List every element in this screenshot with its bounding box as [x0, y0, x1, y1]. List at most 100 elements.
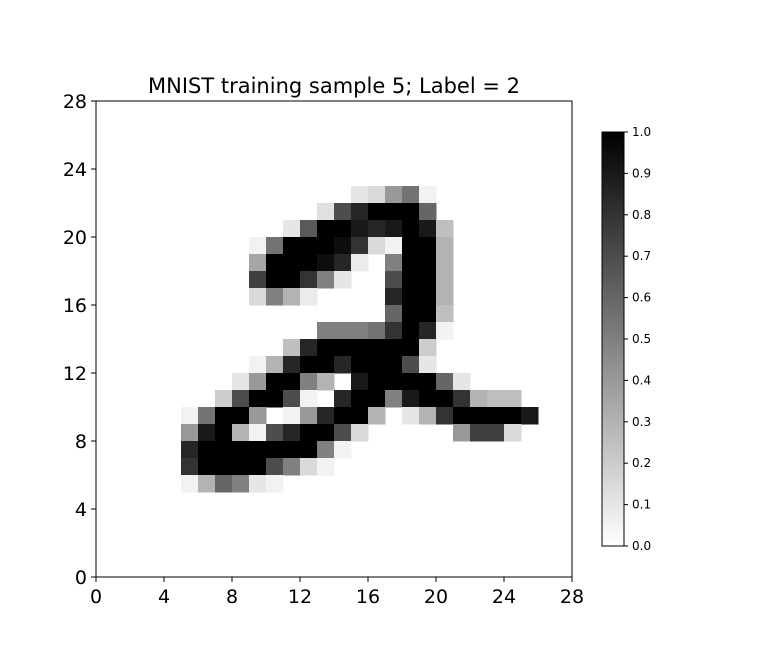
heatmap-cell	[419, 288, 437, 306]
heatmap-cell	[215, 458, 233, 476]
heatmap-cell	[453, 390, 471, 408]
heatmap-cell	[215, 390, 233, 408]
heatmap-cell	[300, 220, 318, 238]
heatmap-cell	[215, 407, 233, 425]
x-tick-label: 16	[356, 586, 380, 608]
heatmap-cell	[334, 237, 352, 255]
heatmap-cell	[368, 356, 386, 374]
heatmap-cell	[198, 424, 216, 442]
heatmap-cell	[317, 271, 335, 289]
heatmap-cell	[487, 390, 505, 408]
heatmap-cell	[317, 424, 335, 442]
heatmap-cell	[283, 373, 301, 391]
x-tick-label: 20	[424, 586, 448, 608]
y-tick-label: 28	[63, 91, 87, 113]
heatmap-cell	[300, 390, 318, 408]
heatmap-cell	[368, 186, 386, 204]
heatmap-cell	[504, 390, 522, 408]
heatmap-cell	[283, 271, 301, 289]
heatmap-cell	[283, 220, 301, 238]
heatmap-cell	[385, 254, 403, 272]
heatmap-cell	[436, 237, 454, 255]
heatmap-cell	[181, 441, 199, 459]
heatmap-cell	[317, 322, 335, 340]
heatmap-cell	[266, 373, 284, 391]
heatmap-cell	[487, 424, 505, 442]
heatmap-cell	[300, 407, 318, 425]
heatmap-cell	[487, 407, 505, 425]
colorbar-tick-label: 0.8	[632, 208, 651, 222]
heatmap-cell	[351, 237, 369, 255]
heatmap-cell	[283, 288, 301, 306]
heatmap-cell	[470, 424, 488, 442]
heatmap-cell	[181, 424, 199, 442]
colorbar	[601, 131, 625, 547]
heatmap-cell	[419, 373, 437, 391]
heatmap-cell	[351, 373, 369, 391]
heatmap-cell	[385, 271, 403, 289]
heatmap-cell	[385, 288, 403, 306]
heatmap-cell	[351, 356, 369, 374]
heatmap-cell	[436, 373, 454, 391]
heatmap-cell	[419, 322, 437, 340]
heatmap-cell	[198, 475, 216, 493]
colorbar-tick-label: 0.7	[632, 249, 651, 263]
heatmap-cell	[334, 356, 352, 374]
heatmap-cell	[181, 475, 199, 493]
x-tick-label: 12	[288, 586, 312, 608]
heatmap-cell	[504, 407, 522, 425]
heatmap-cell	[300, 356, 318, 374]
heatmap-cell	[266, 441, 284, 459]
y-tick-label: 16	[63, 295, 87, 317]
heatmap-cell	[334, 339, 352, 357]
heatmap-cell	[317, 407, 335, 425]
heatmap-cells	[181, 186, 539, 493]
heatmap-cell	[300, 271, 318, 289]
heatmap-cell	[317, 203, 335, 221]
heatmap-cell	[283, 390, 301, 408]
x-tick-label: 4	[158, 586, 170, 608]
heatmap-cell	[385, 220, 403, 238]
heatmap-cell	[215, 441, 233, 459]
heatmap-cell	[351, 390, 369, 408]
heatmap-cell	[419, 356, 437, 374]
heatmap-cell	[470, 407, 488, 425]
heatmap-cell	[317, 237, 335, 255]
heatmap-cell	[436, 254, 454, 272]
heatmap-cell	[232, 441, 250, 459]
heatmap-cell	[317, 356, 335, 374]
colorbar-tick-label: 0.9	[632, 166, 651, 180]
heatmap-cell	[317, 373, 335, 391]
heatmap-cell	[402, 356, 420, 374]
heatmap-cell	[419, 390, 437, 408]
x-tick-label: 24	[492, 586, 516, 608]
x-tick-label: 0	[90, 586, 102, 608]
heatmap-cell	[385, 237, 403, 255]
heatmap-cell	[334, 203, 352, 221]
heatmap-cell	[266, 390, 284, 408]
x-tick-label: 28	[560, 586, 584, 608]
chart-title: MNIST training sample 5; Label = 2	[148, 74, 520, 98]
heatmap-cell	[368, 373, 386, 391]
heatmap-cell	[317, 458, 335, 476]
heatmap-cell	[249, 373, 267, 391]
heatmap-cell	[402, 186, 420, 204]
heatmap-cell	[300, 339, 318, 357]
heatmap-cell	[368, 220, 386, 238]
heatmap-cell	[317, 339, 335, 357]
heatmap-cell	[334, 271, 352, 289]
colorbar-tick-label: 0.4	[632, 373, 651, 387]
heatmap-cell	[419, 407, 437, 425]
heatmap-cell	[334, 220, 352, 238]
heatmap-cell	[249, 441, 267, 459]
heatmap-cell	[266, 475, 284, 493]
heatmap-cell	[385, 339, 403, 357]
heatmap-cell	[351, 254, 369, 272]
heatmap-cell	[419, 203, 437, 221]
y-tick-label: 8	[75, 431, 87, 453]
heatmap-cell	[351, 407, 369, 425]
heatmap-cell	[402, 322, 420, 340]
y-tick-label: 4	[75, 499, 87, 521]
heatmap-cell	[402, 390, 420, 408]
